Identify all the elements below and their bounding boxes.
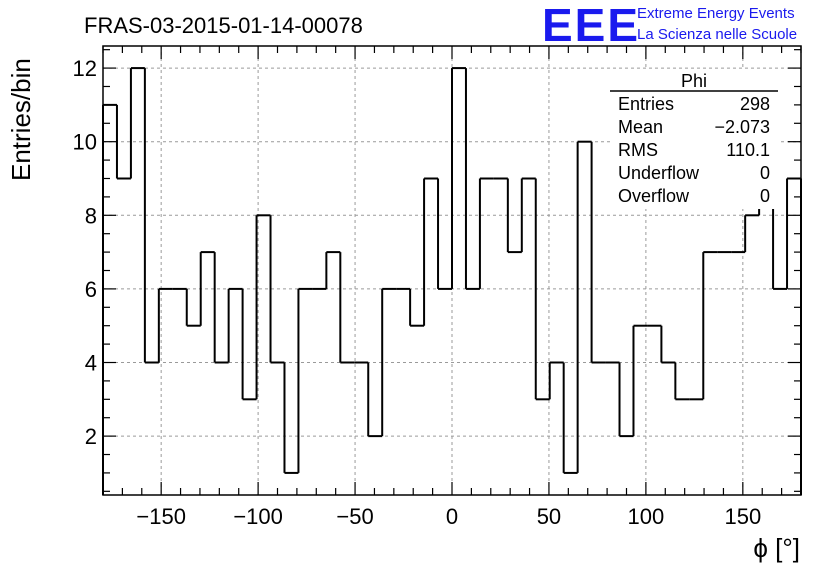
- x-tick-label: 0: [446, 504, 458, 529]
- stats-box: Phi Entries 298 Mean −2.073 RMS 110.1 Un…: [610, 69, 778, 209]
- stats-label-underflow: Underflow: [618, 163, 700, 183]
- y-tick-label: 10: [73, 130, 97, 155]
- stats-value-overflow: 0: [760, 186, 770, 206]
- y-axis-title: Entries/bin: [6, 58, 36, 181]
- x-tick-label: −100: [233, 504, 283, 529]
- y-tick-label: 12: [73, 56, 97, 81]
- x-axis-title: ϕ [°]: [753, 533, 800, 563]
- stats-value-underflow: 0: [760, 163, 770, 183]
- stats-title: Phi: [681, 71, 707, 91]
- stats-value-entries: 298: [740, 94, 770, 114]
- y-tick-labels: 2 4 6 8 10 12: [73, 56, 97, 449]
- x-tick-label: 150: [724, 504, 761, 529]
- y-tick-label: 6: [85, 277, 97, 302]
- y-tick-label: 4: [85, 351, 97, 376]
- x-tick-label: 100: [628, 504, 665, 529]
- stats-label-overflow: Overflow: [618, 186, 690, 206]
- y-tick-label: 8: [85, 203, 97, 228]
- stats-label-mean: Mean: [618, 117, 663, 137]
- y-tick-label: 2: [85, 424, 97, 449]
- x-tick-labels: −150 −100 −50 0 50 100 150: [136, 504, 761, 529]
- stats-box-background: [610, 69, 778, 209]
- eee-logo: EEE: [542, 0, 640, 51]
- x-tick-label: −150: [136, 504, 186, 529]
- stats-label-rms: RMS: [618, 140, 658, 160]
- axis-ticks: [102, 46, 802, 495]
- plot-title: FRAS-03-2015-01-14-00078: [84, 13, 363, 38]
- logo-line-2: La Scienza nelle Scuole: [637, 26, 797, 43]
- x-tick-label: −50: [336, 504, 373, 529]
- stats-label-entries: Entries: [618, 94, 674, 114]
- stats-value-rms: 110.1: [726, 140, 770, 160]
- x-tick-label: 50: [537, 504, 561, 529]
- stats-value-mean: −2.073: [714, 117, 770, 137]
- logo-line-1: Extreme Energy Events: [637, 5, 795, 22]
